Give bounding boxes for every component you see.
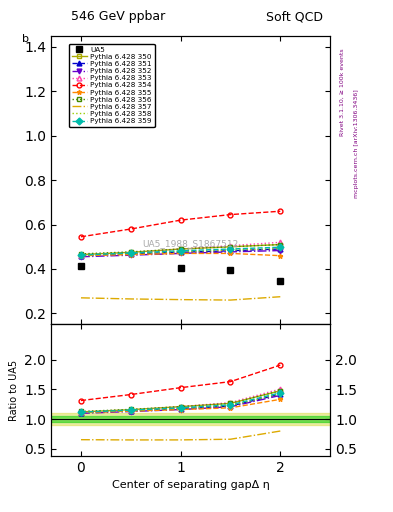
Line: Pythia 6.428 350: Pythia 6.428 350 bbox=[79, 242, 283, 257]
Pythia 6.428 352 bbox=[129, 252, 133, 258]
Pythia 6.428 357 bbox=[129, 296, 133, 302]
Pythia 6.428 356 bbox=[228, 244, 233, 250]
Pythia 6.428 355 bbox=[278, 252, 283, 259]
Pythia 6.428 359 bbox=[228, 246, 233, 252]
Line: UA5: UA5 bbox=[77, 262, 284, 285]
Pythia 6.428 357 bbox=[278, 294, 283, 300]
UA5 bbox=[278, 278, 283, 284]
Pythia 6.428 353 bbox=[79, 252, 83, 258]
Line: Pythia 6.428 356: Pythia 6.428 356 bbox=[79, 242, 283, 257]
Pythia 6.428 356 bbox=[129, 249, 133, 255]
Text: Soft QCD: Soft QCD bbox=[266, 10, 323, 23]
Pythia 6.428 354 bbox=[278, 208, 283, 215]
Pythia 6.428 350 bbox=[278, 242, 283, 248]
Line: Pythia 6.428 355: Pythia 6.428 355 bbox=[79, 251, 283, 258]
Pythia 6.428 359 bbox=[129, 250, 133, 256]
Pythia 6.428 354 bbox=[228, 211, 233, 218]
Text: 546 GeV ppbar: 546 GeV ppbar bbox=[71, 10, 165, 23]
X-axis label: Center of separating gapΔ η: Center of separating gapΔ η bbox=[112, 480, 270, 490]
Legend: UA5, Pythia 6.428 350, Pythia 6.428 351, Pythia 6.428 352, Pythia 6.428 353, Pyt: UA5, Pythia 6.428 350, Pythia 6.428 351,… bbox=[69, 44, 155, 127]
Pythia 6.428 358 bbox=[228, 247, 233, 253]
Pythia 6.428 356 bbox=[278, 242, 283, 248]
Pythia 6.428 358 bbox=[129, 250, 133, 257]
Line: Pythia 6.428 358: Pythia 6.428 358 bbox=[81, 248, 280, 255]
Pythia 6.428 357 bbox=[228, 297, 233, 303]
Pythia 6.428 354 bbox=[178, 217, 183, 223]
Line: Pythia 6.428 353: Pythia 6.428 353 bbox=[79, 240, 283, 258]
Text: UA5_1988_S1867512: UA5_1988_S1867512 bbox=[143, 239, 239, 248]
UA5 bbox=[79, 263, 83, 269]
Pythia 6.428 353 bbox=[278, 239, 283, 245]
Pythia 6.428 353 bbox=[228, 243, 233, 249]
Line: Pythia 6.428 351: Pythia 6.428 351 bbox=[79, 247, 283, 258]
Line: Pythia 6.428 357: Pythia 6.428 357 bbox=[81, 297, 280, 300]
Pythia 6.428 359 bbox=[278, 244, 283, 250]
Pythia 6.428 352 bbox=[178, 250, 183, 257]
UA5 bbox=[228, 267, 233, 273]
Pythia 6.428 352 bbox=[278, 247, 283, 253]
Line: Pythia 6.428 352: Pythia 6.428 352 bbox=[79, 248, 283, 259]
Pythia 6.428 352 bbox=[228, 249, 233, 255]
Pythia 6.428 357 bbox=[79, 295, 83, 301]
Pythia 6.428 350 bbox=[79, 251, 83, 258]
Pythia 6.428 350 bbox=[178, 246, 183, 252]
Pythia 6.428 354 bbox=[129, 226, 133, 232]
Pythia 6.428 358 bbox=[178, 249, 183, 255]
Pythia 6.428 351 bbox=[178, 249, 183, 255]
Pythia 6.428 352 bbox=[79, 253, 83, 260]
Pythia 6.428 351 bbox=[79, 252, 83, 259]
Pythia 6.428 356 bbox=[79, 251, 83, 257]
Line: Pythia 6.428 354: Pythia 6.428 354 bbox=[79, 209, 283, 239]
Pythia 6.428 353 bbox=[178, 246, 183, 252]
Y-axis label: Ratio to UA5: Ratio to UA5 bbox=[9, 359, 19, 421]
Text: Rivet 3.1.10, ≥ 100k events: Rivet 3.1.10, ≥ 100k events bbox=[340, 48, 345, 136]
Pythia 6.428 355 bbox=[129, 251, 133, 258]
UA5 bbox=[178, 265, 183, 271]
Y-axis label: b: b bbox=[22, 34, 29, 45]
Pythia 6.428 357 bbox=[178, 296, 183, 303]
Pythia 6.428 359 bbox=[79, 252, 83, 258]
Pythia 6.428 355 bbox=[79, 252, 83, 259]
Pythia 6.428 358 bbox=[79, 252, 83, 258]
Pythia 6.428 354 bbox=[79, 233, 83, 240]
Pythia 6.428 355 bbox=[178, 250, 183, 257]
Pythia 6.428 351 bbox=[228, 248, 233, 254]
Pythia 6.428 358 bbox=[278, 245, 283, 251]
Pythia 6.428 350 bbox=[129, 249, 133, 255]
Pythia 6.428 355 bbox=[228, 250, 233, 257]
Pythia 6.428 353 bbox=[129, 250, 133, 256]
Text: mcplots.cern.ch [arXiv:1306.3436]: mcplots.cern.ch [arXiv:1306.3436] bbox=[354, 89, 359, 198]
Pythia 6.428 356 bbox=[178, 246, 183, 252]
Pythia 6.428 359 bbox=[178, 248, 183, 254]
Pythia 6.428 350 bbox=[228, 244, 233, 250]
Pythia 6.428 351 bbox=[129, 251, 133, 257]
Line: Pythia 6.428 359: Pythia 6.428 359 bbox=[79, 245, 283, 258]
Pythia 6.428 351 bbox=[278, 246, 283, 252]
